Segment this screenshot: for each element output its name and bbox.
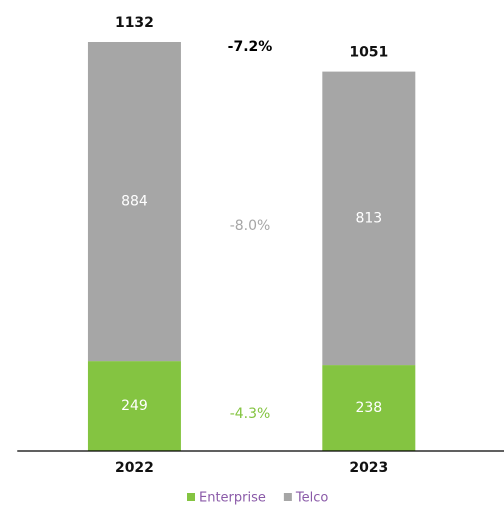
bar-segment — [87, 361, 181, 451]
legend-label: Telco — [295, 491, 328, 506]
legend-swatch — [283, 493, 292, 501]
value-label: 813 — [355, 210, 382, 226]
legend-swatch — [187, 493, 195, 501]
x-tick-label: 2022 — [115, 460, 154, 476]
annotation: -4.3% — [230, 406, 271, 422]
total-label: 1051 — [349, 45, 388, 61]
annotation: -8.0% — [230, 218, 271, 234]
value-label: 249 — [121, 398, 148, 414]
value-label: 238 — [355, 400, 382, 416]
total-label: 1132 — [115, 15, 154, 31]
value-label: 884 — [121, 194, 148, 210]
bar-segment — [87, 42, 181, 362]
x-tick-label: 2023 — [349, 460, 388, 476]
bar-segment — [322, 365, 416, 451]
bar-segment — [322, 71, 416, 366]
legend-label: Enterprise — [199, 491, 266, 506]
annotation: -7.2% — [228, 39, 273, 55]
